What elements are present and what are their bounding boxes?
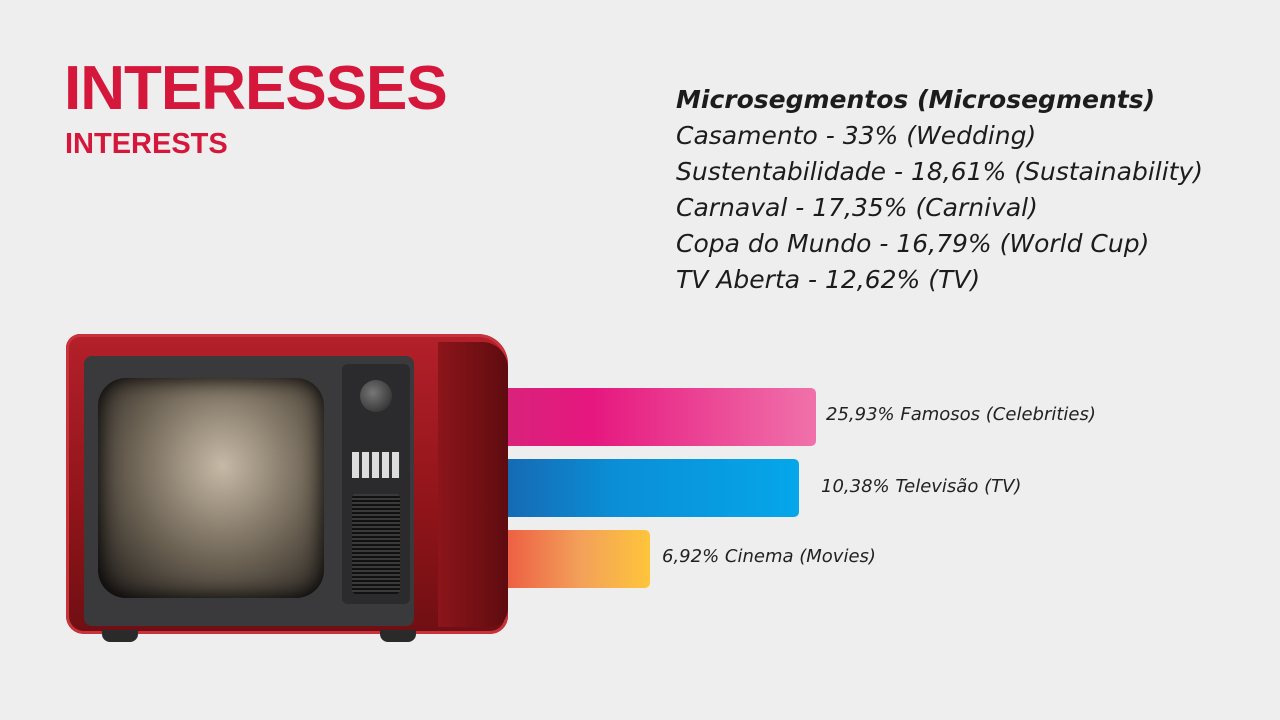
tv-control-panel bbox=[342, 364, 410, 604]
microsegment-item: TV Aberta - 12,62% (TV) bbox=[676, 265, 981, 294]
tv-buttons bbox=[352, 452, 400, 478]
tv-foot bbox=[380, 630, 416, 642]
microsegment-item: Sustentabilidade - 18,61% (Sustainabilit… bbox=[676, 157, 1204, 186]
microsegment-item: Carnaval - 17,35% (Carnival) bbox=[676, 193, 1038, 222]
tv-foot bbox=[102, 630, 138, 642]
microsegments-heading: Microsegmentos (Microsegments) bbox=[676, 85, 1156, 114]
tv-cabinet-side bbox=[438, 342, 508, 627]
page-title: INTERESSES bbox=[64, 54, 448, 123]
retro-tv-image bbox=[66, 334, 508, 642]
bar-label-famosos: 25,93% Famosos (Celebrities) bbox=[826, 404, 1096, 425]
bar-label-televisao: 10,38% Televisão (TV) bbox=[821, 476, 1022, 497]
tv-screen bbox=[98, 378, 324, 598]
bar-cinema bbox=[495, 530, 650, 588]
bar-famosos bbox=[495, 388, 816, 446]
speaker-grille bbox=[352, 494, 400, 594]
knob-icon bbox=[360, 380, 392, 412]
microsegment-item: Copa do Mundo - 16,79% (World Cup) bbox=[676, 229, 1150, 258]
microsegment-item: Casamento - 33% (Wedding) bbox=[676, 121, 1037, 150]
bar-televisao bbox=[495, 459, 799, 517]
bar-label-cinema: 6,92% Cinema (Movies) bbox=[662, 546, 876, 567]
page-subtitle: INTERESTS bbox=[65, 128, 228, 160]
microsegments-list: Microsegmentos (Microsegments) Casamento… bbox=[676, 82, 1203, 298]
